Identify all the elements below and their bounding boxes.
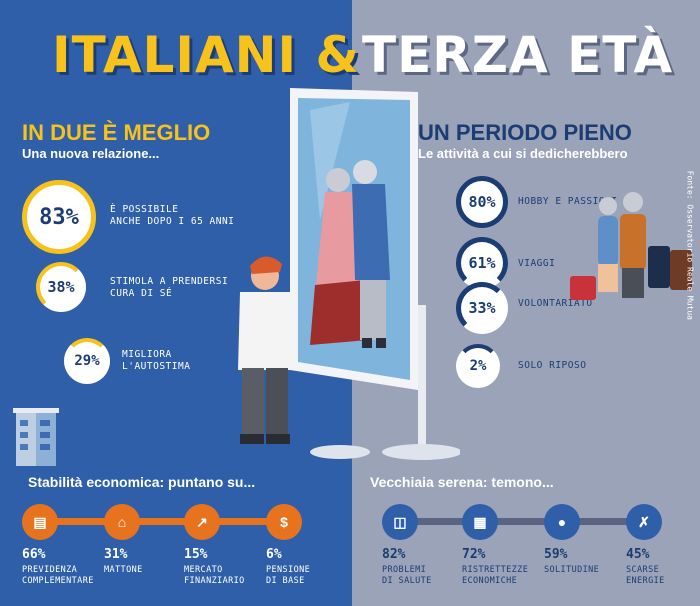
money-icon: $ [266, 504, 302, 540]
stat-ring: 29% [64, 338, 110, 384]
chart-icon: ↗ [184, 504, 220, 540]
stat-ring: 83% [22, 180, 96, 254]
group-icon: ● [544, 504, 580, 540]
navy-suitcase [648, 246, 670, 288]
economic-title: Stabilità economica: puntano su... [28, 474, 256, 490]
brown-suitcase [670, 250, 692, 290]
fears-title: Vecchiaia serena: temono... [370, 474, 554, 490]
title-right: TERZA ETÀ [362, 26, 674, 84]
elderly-couple-reflection [310, 160, 390, 348]
document-icon: ▤ [22, 504, 58, 540]
title-left: ITALIANI & [52, 26, 361, 84]
left-subtitle: Una nuova relazione... [22, 146, 160, 161]
source-note: Fonte: Osservatorio Reale Mutua [685, 170, 694, 320]
broken-bone-icon: ✗ [626, 504, 662, 540]
right-heading: UN PERIODO PIENO [418, 120, 632, 145]
stat-label: MIGLIORA L'AUTOSTIMA [122, 349, 191, 372]
iv-drip-icon: ◫ [382, 504, 418, 540]
left-heading: IN DUE È MEGLIO [22, 120, 211, 145]
stat-label: VIAGGI [518, 258, 556, 269]
stat-ring: 33% [456, 282, 508, 334]
stat-label: SOLO RIPOSO [518, 360, 587, 371]
mirror-base-left [310, 445, 370, 459]
stat-label: STIMOLA A PRENDERSI CURA DI SÉ [110, 276, 229, 299]
mirror-stand [418, 305, 426, 455]
stat-ring: 2% [456, 344, 500, 388]
red-suitcase [570, 276, 596, 300]
economic-bar [40, 518, 290, 525]
travellers-illustration [570, 192, 692, 300]
house-icon: ⌂ [104, 504, 140, 540]
fears-bar [400, 518, 650, 525]
stat-ring: 80% [456, 176, 508, 228]
right-subtitle: Le attività a cui si dedicherebbero [418, 146, 628, 161]
broken-card-icon: ▦ [462, 504, 498, 540]
stat-label: HOBBY E PASSIONI [518, 196, 618, 207]
stat-label: È POSSIBILE ANCHE DOPO I 65 ANNI [110, 204, 235, 227]
mirror-base [382, 444, 460, 460]
man-figure [238, 256, 292, 444]
building-icon [13, 408, 59, 466]
mirror-shine [310, 102, 350, 220]
stat-ring: 38% [36, 262, 86, 312]
mirror-illustration [238, 88, 460, 460]
stat-label: VOLONTARIATO [518, 298, 593, 309]
